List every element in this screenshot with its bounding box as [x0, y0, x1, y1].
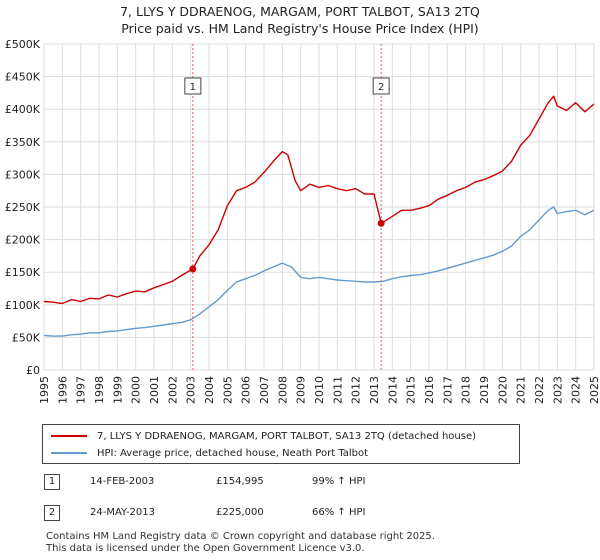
x-tick-label: 2007	[258, 376, 271, 404]
transaction-date: 24-MAY-2013	[90, 507, 156, 518]
y-tick-label: £100K	[5, 299, 41, 312]
x-tick-label: 1998	[93, 376, 106, 404]
x-tick-label: 2023	[551, 376, 564, 404]
sale-label: 2	[378, 82, 384, 93]
x-tick-label: 2002	[166, 376, 179, 404]
legend-swatch-hpi	[51, 452, 87, 454]
property-series-line	[43, 95, 595, 305]
transaction-date: 14-FEB-2003	[90, 476, 155, 487]
x-tick-label: 2001	[148, 376, 161, 404]
y-tick-label: £400K	[5, 103, 41, 116]
x-tick-label: 2004	[203, 376, 216, 404]
x-tick-label: 2015	[405, 376, 418, 404]
y-tick-label: £250K	[5, 201, 41, 214]
x-tick-label: 2005	[221, 376, 234, 404]
x-tick-label: 2006	[240, 376, 253, 404]
y-tick-label: £150K	[5, 266, 41, 279]
x-tick-label: 2012	[350, 376, 363, 404]
x-tick-label: 1999	[111, 376, 124, 404]
x-tick-label: 1997	[75, 376, 88, 404]
x-tick-label: 2022	[533, 376, 546, 404]
transaction-marker: 1	[44, 474, 60, 490]
hpi-series-line	[43, 206, 595, 337]
legend-item-hpi: HPI: Average price, detached house, Neat…	[51, 445, 368, 461]
sale-point	[377, 219, 385, 227]
sale-label-box	[184, 77, 202, 95]
x-tick-label: 2025	[588, 376, 600, 404]
y-tick-label: £200K	[5, 234, 41, 247]
x-tick-label: 2020	[496, 376, 509, 404]
y-tick-label: £350K	[5, 136, 41, 149]
transaction-price: £225,000	[216, 507, 264, 518]
y-tick-label: £450K	[5, 71, 41, 84]
transaction-hpi: 66% ↑ HPI	[312, 507, 366, 518]
legend-label-property: 7, LLYS Y DDRAENOG, MARGAM, PORT TALBOT,…	[97, 430, 477, 442]
x-tick-label: 1996	[56, 376, 69, 404]
footer-licence: This data is licensed under the Open Gov…	[46, 543, 365, 554]
y-tick-label: £0	[26, 364, 40, 377]
x-tick-label: 2010	[313, 376, 326, 404]
sale-point	[189, 265, 197, 273]
x-tick-label: 1995	[38, 376, 51, 404]
x-tick-label: 2014	[386, 376, 399, 404]
y-tick-label: £300K	[5, 168, 41, 181]
legend: 7, LLYS Y DDRAENOG, MARGAM, PORT TALBOT,…	[42, 424, 520, 464]
x-tick-label: 2024	[570, 376, 583, 404]
sale-label: 1	[190, 82, 196, 93]
legend-swatch-property	[51, 435, 87, 437]
transaction-hpi: 99% ↑ HPI	[312, 476, 366, 487]
x-tick-label: 2016	[423, 376, 436, 404]
x-tick-label: 2013	[368, 376, 381, 404]
x-tick-label: 2011	[331, 376, 344, 404]
y-tick-label: £50K	[12, 331, 41, 344]
legend-label-hpi: HPI: Average price, detached house, Neat…	[97, 447, 369, 459]
chart-title: 7, LLYS Y DDRAENOG, MARGAM, PORT TALBOT,…	[120, 4, 480, 19]
x-tick-label: 2017	[441, 376, 454, 404]
transaction-price: £154,995	[216, 476, 264, 487]
legend-item-property: 7, LLYS Y DDRAENOG, MARGAM, PORT TALBOT,…	[51, 428, 476, 444]
chart-subtitle: Price paid vs. HM Land Registry's House …	[121, 21, 479, 36]
sale-label-box	[372, 77, 390, 95]
x-tick-label: 2019	[478, 376, 491, 404]
x-tick-label: 2000	[130, 376, 143, 404]
x-tick-label: 2003	[185, 376, 198, 404]
transaction-marker: 2	[44, 505, 60, 521]
x-tick-label: 2018	[460, 376, 473, 404]
x-tick-label: 2009	[295, 376, 308, 404]
footer-copyright: Contains HM Land Registry data © Crown c…	[46, 531, 435, 542]
x-tick-label: 2021	[515, 376, 528, 404]
price-chart: £0 £50K £100K £150K £200K £250K £300K £350K £400…	[5, 38, 600, 404]
y-tick-label: £500K	[5, 38, 41, 51]
x-tick-label: 2008	[276, 376, 289, 404]
